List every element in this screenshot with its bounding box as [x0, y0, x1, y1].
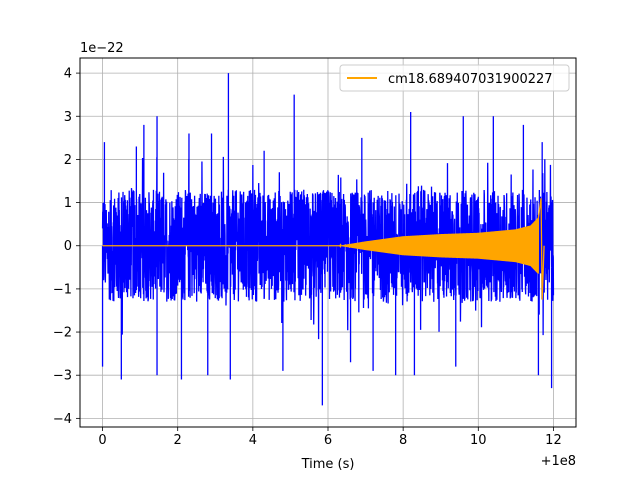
plot-data: [101, 73, 555, 406]
y-scale-label: 1e−22: [80, 41, 124, 56]
y-tick-label: −4: [53, 412, 72, 427]
noise-series-line: [101, 73, 555, 406]
y-tick-label: −2: [53, 326, 72, 341]
legend: cm18.689407031900227: [339, 64, 570, 92]
y-tick-label: 4: [64, 67, 72, 82]
y-tick-label: −1: [53, 282, 72, 297]
y-tick-label: 1: [64, 196, 72, 211]
x-axis-label: Time (s): [301, 457, 355, 472]
y-tick-label: 3: [64, 110, 72, 125]
x-tick-label: 4: [249, 433, 257, 448]
legend-label: cm18.689407031900227: [388, 72, 553, 87]
x-tick-label: 12: [545, 433, 562, 448]
x-tick-label: 6: [324, 433, 332, 448]
x-tick-label: 8: [399, 433, 407, 448]
y-tick-label: 0: [64, 239, 72, 254]
x-offset-label: +1e8: [541, 454, 576, 469]
chirp-series-line: [102, 198, 545, 300]
y-tick-label: −3: [53, 369, 72, 384]
x-tick-label: 2: [174, 433, 182, 448]
y-tick-label: 2: [64, 153, 72, 168]
legend-box: [339, 64, 570, 92]
x-tick-label: 0: [98, 433, 106, 448]
x-tick-label: 10: [470, 433, 487, 448]
